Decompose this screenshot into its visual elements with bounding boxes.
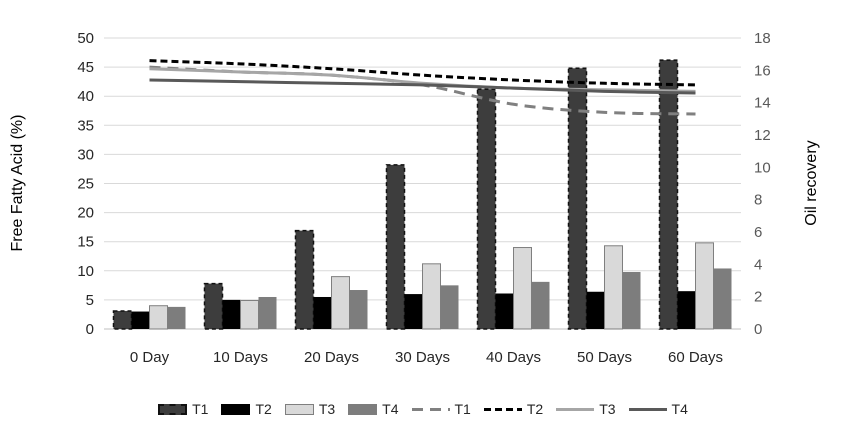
- right-axis-tick-label: 2: [754, 289, 762, 306]
- legend-bar-swatch-t4: [348, 403, 378, 415]
- bar-t1-3: [385, 164, 406, 330]
- legend-item-bar-t1: T1: [158, 401, 208, 417]
- legend-label: T3: [599, 401, 616, 417]
- left-axis-title: Free Fatty Acid (%): [9, 114, 26, 252]
- left-axis-tick-label: 25: [77, 176, 94, 193]
- legend-label: T1: [192, 401, 209, 417]
- legend-item-bar-t4: T4: [348, 401, 399, 417]
- right-axis-tick-label: 0: [754, 321, 762, 338]
- bar-t1-1: [203, 282, 224, 330]
- line-t2: [149, 59, 696, 87]
- category-label-1: 10 Days: [213, 349, 268, 366]
- bar-t3-2: [331, 276, 350, 330]
- bar-t3-5: [604, 245, 623, 330]
- legend-item-bar-t2: T2: [221, 401, 272, 417]
- bar-t4-0: [167, 306, 186, 329]
- legend-label: T4: [382, 401, 399, 417]
- category-label-6: 60 Days: [668, 349, 723, 366]
- legend-label: T3: [318, 401, 336, 417]
- bar-t4-5: [622, 271, 641, 329]
- legend-line-swatch-t1: [411, 407, 450, 411]
- bar-t4-1: [258, 296, 277, 329]
- bar-t1-4: [476, 88, 497, 330]
- combo-chart-plot: 0 5 10 15 20 25 30 35 40 45 50 0 2 4 6 8 10 12 14 16 18 0 Day…: [77, 30, 771, 366]
- bar-t4-2: [349, 290, 368, 329]
- legend-item-line-t3: T3: [556, 401, 616, 417]
- category-label-0: 0 Day: [130, 349, 170, 366]
- category-label-4: 40 Days: [486, 349, 541, 366]
- legend-item-line-t2: T2: [483, 401, 544, 417]
- bar-t2-5: [586, 291, 605, 329]
- left-axis-tick-label: 35: [77, 117, 94, 134]
- right-axis-title: Oil recovery: [803, 140, 820, 226]
- bar-t4-3: [440, 285, 459, 329]
- bar-t3-3: [422, 263, 441, 330]
- bar-t2-2: [313, 296, 332, 329]
- bar-t1-0: [112, 310, 133, 330]
- left-axis-tick-label: 0: [86, 321, 94, 338]
- left-axis-tick-label: 50: [77, 30, 94, 47]
- right-axis-tick-label: 16: [754, 62, 771, 79]
- right-axis-tick-label: 12: [754, 127, 771, 144]
- legend-line-swatch-t3: [556, 407, 595, 411]
- bar-t2-0: [131, 311, 150, 329]
- legend-line-swatch-t4: [628, 407, 667, 411]
- legend: T1 T2 T3 T4 T1 T2 T3 T4: [0, 396, 846, 422]
- legend-label: T1: [454, 401, 471, 417]
- legend-label: T2: [255, 401, 272, 417]
- left-axis-tick-label: 20: [77, 205, 94, 222]
- right-axis-tick-label: 14: [754, 95, 771, 112]
- category-label-2: 20 Days: [304, 349, 359, 366]
- bar-t1-5: [567, 67, 588, 330]
- right-axis-tick-label: 10: [754, 159, 771, 176]
- bar-t3-1: [240, 299, 259, 330]
- bar-t1-6: [658, 59, 679, 330]
- legend-label: T2: [526, 401, 544, 417]
- left-axis-tick-label: 30: [77, 146, 94, 163]
- legend-bar-swatch-t2: [221, 403, 251, 415]
- right-axis-tick-label: 18: [754, 30, 771, 47]
- line-t3: [149, 67, 696, 93]
- bar-t3-0: [149, 305, 168, 330]
- legend-item-line-t1: T1: [411, 401, 471, 417]
- bar-t3-4: [513, 247, 532, 330]
- legend-item-line-t4: T4: [628, 401, 688, 417]
- left-axis-tick-label: 10: [77, 263, 94, 280]
- bar-t2-3: [404, 294, 423, 329]
- category-label-3: 30 Days: [395, 349, 450, 366]
- bar-t1-2: [294, 229, 315, 330]
- legend-line-swatch-t2: [483, 407, 522, 411]
- bar-t2-4: [495, 293, 514, 329]
- category-label-5: 50 Days: [577, 349, 632, 366]
- legend-item-bar-t3: T3: [284, 401, 336, 417]
- right-axis-tick-label: 6: [754, 224, 762, 241]
- left-axis-tick-label: 45: [77, 59, 94, 76]
- right-axis-tick-label: 8: [754, 192, 762, 209]
- bar-t2-6: [677, 291, 696, 329]
- line-t4: [149, 78, 696, 95]
- right-axis-tick-label: 4: [754, 256, 762, 273]
- left-axis-tick-label: 40: [77, 88, 94, 105]
- left-axis-tick-label: 15: [77, 234, 94, 251]
- legend-label: T4: [671, 401, 688, 417]
- bar-t3-6: [695, 242, 714, 330]
- bar-t4-6: [713, 268, 732, 329]
- legend-bar-swatch-t1: [158, 403, 188, 415]
- legend-bar-swatch-t3: [284, 403, 314, 415]
- bar-t4-4: [531, 281, 550, 329]
- bar-t2-1: [222, 299, 241, 329]
- left-axis-tick-label: 5: [86, 292, 94, 309]
